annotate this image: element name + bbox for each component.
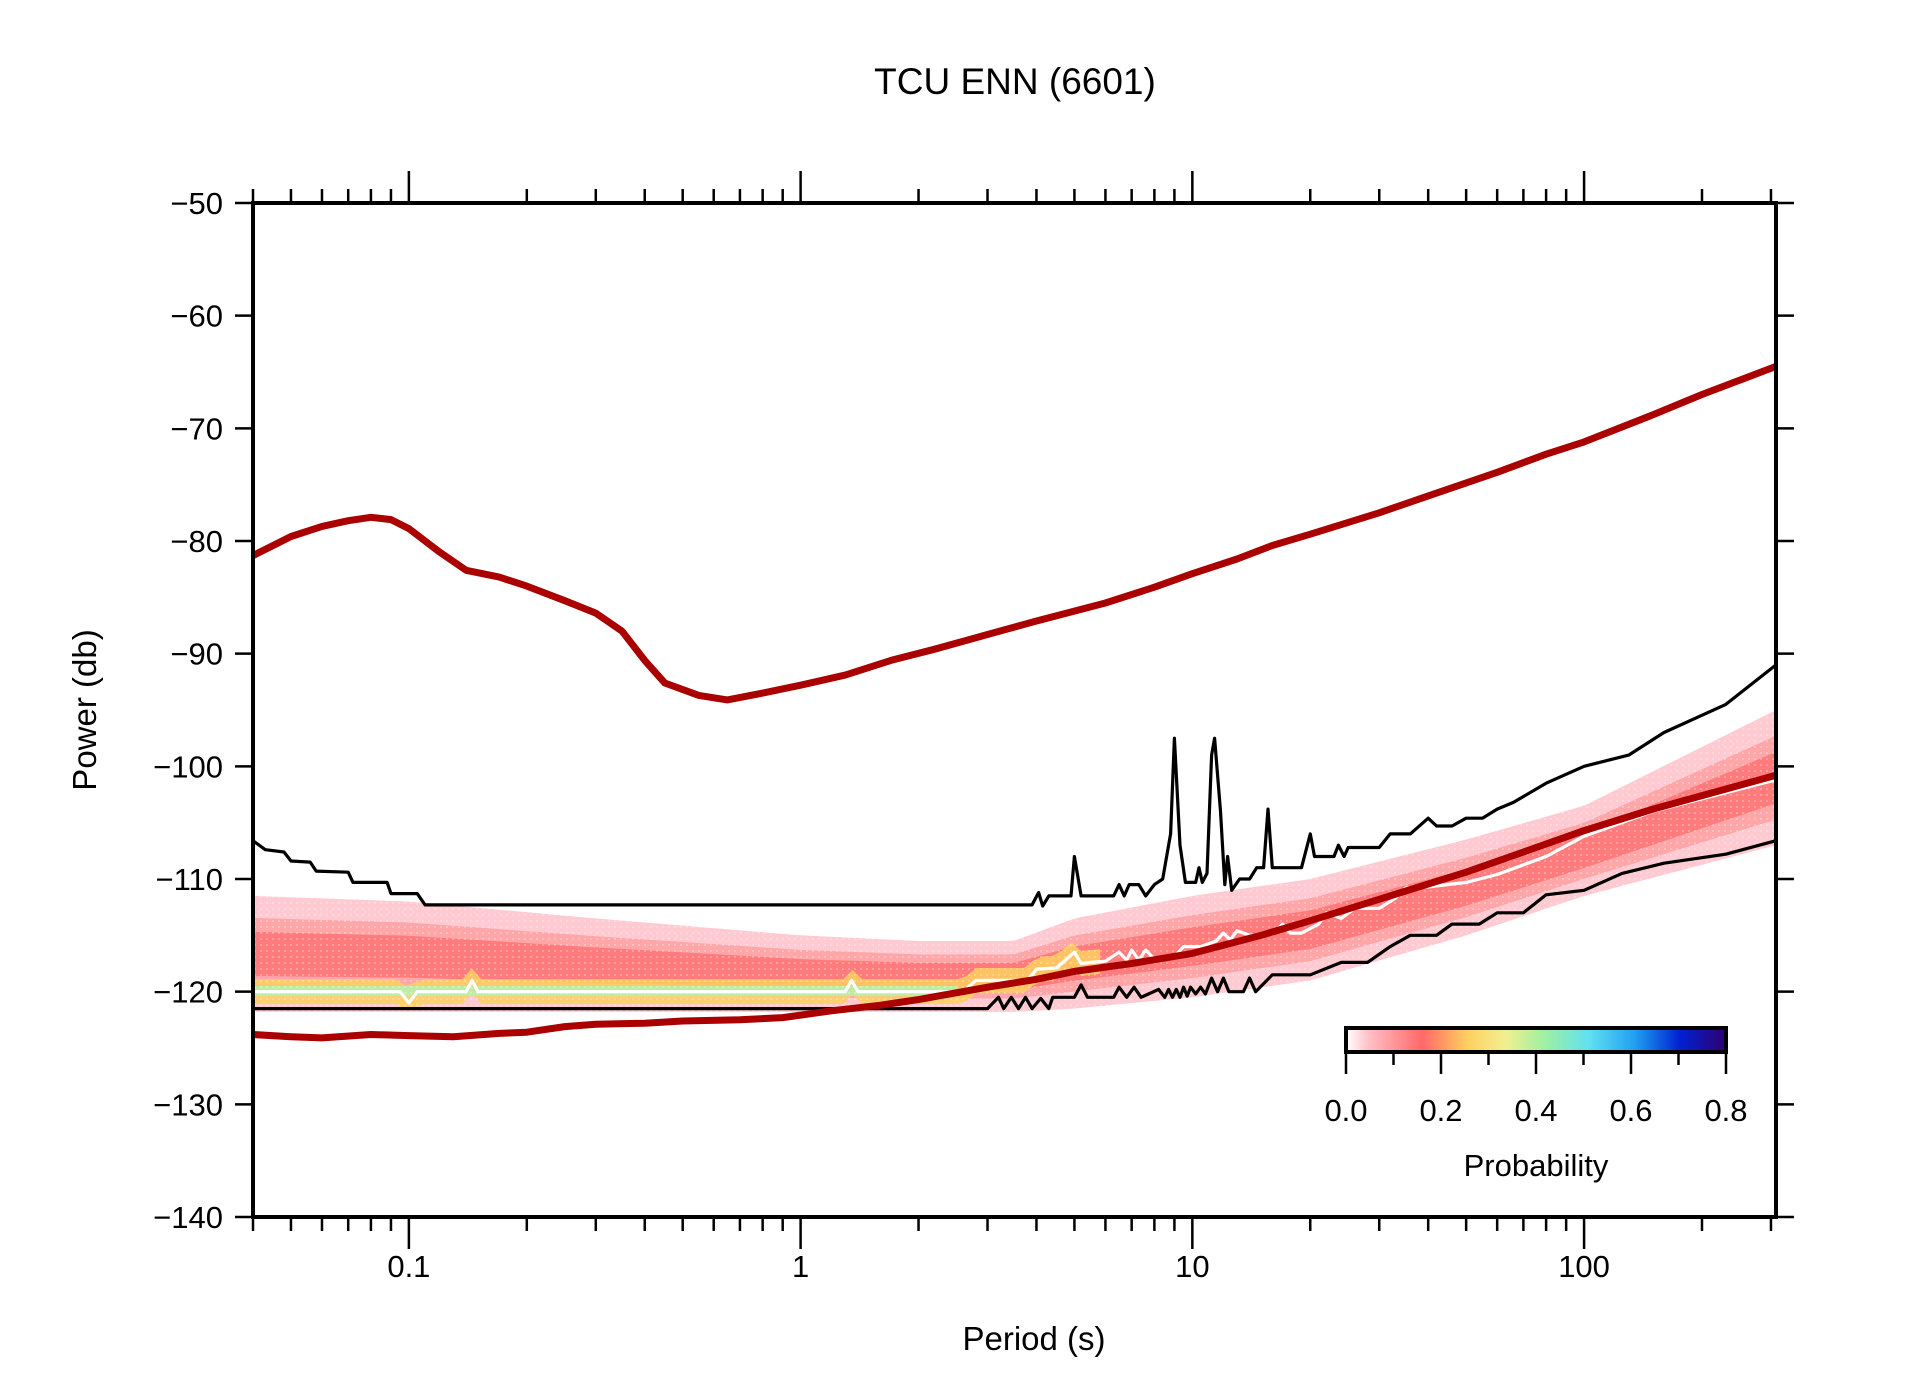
y-tick-label: −130 bbox=[153, 1087, 223, 1122]
chart-title: TCU ENN (6601) bbox=[874, 61, 1156, 102]
colorbar-label: Probability bbox=[1464, 1148, 1609, 1183]
colorbar-tick-label: 0.8 bbox=[1704, 1093, 1747, 1128]
series-layer bbox=[253, 362, 1776, 1042]
y-axis-label: Power (db) bbox=[66, 629, 103, 790]
x-axis: 0.1 1 10 100 bbox=[251, 171, 1773, 1284]
y-tick-label: −110 bbox=[155, 862, 223, 897]
y-tick-label: −50 bbox=[170, 186, 223, 221]
y-tick-label: −140 bbox=[153, 1200, 223, 1235]
y-tick-label: −60 bbox=[170, 299, 223, 334]
x-tick-label: 100 bbox=[1558, 1249, 1610, 1284]
plot-frame bbox=[251, 201, 1778, 1219]
y-axis: −50 −60 −70 −80 −90 −100 −110 −120 −130 −140 bbox=[153, 186, 1794, 1235]
x-tick-label: 10 bbox=[1175, 1249, 1209, 1284]
colorbar-legend: 0.0 0.2 0.4 0.6 0.8 Probability bbox=[1324, 1026, 1748, 1183]
colorbar-tick-label: 0.0 bbox=[1324, 1093, 1367, 1128]
series-new-low-noise-model bbox=[253, 771, 1776, 1042]
series-95th-percentile bbox=[253, 663, 1776, 908]
density-layer bbox=[253, 203, 1776, 1217]
x-tick-label: 1 bbox=[792, 1249, 809, 1284]
x-tick-label: 0.1 bbox=[387, 1249, 430, 1284]
colorbar-ticks: 0.0 0.2 0.4 0.6 0.8 bbox=[1324, 1054, 1748, 1128]
y-tick-label: −100 bbox=[153, 749, 223, 784]
x-axis-label: Period (s) bbox=[962, 1320, 1105, 1357]
series-5th-percentile bbox=[253, 839, 1776, 1011]
colorbar-tick-label: 0.2 bbox=[1419, 1093, 1462, 1128]
density-texture bbox=[253, 203, 1776, 1217]
colorbar-tick-label: 0.4 bbox=[1514, 1093, 1557, 1128]
y-tick-label: −120 bbox=[153, 975, 223, 1010]
y-tick-label: −70 bbox=[170, 411, 223, 446]
y-tick-label: −90 bbox=[170, 637, 223, 672]
y-tick-label: −80 bbox=[170, 524, 223, 559]
series-new-high-noise-model bbox=[253, 362, 1776, 704]
colorbar-gradient bbox=[1344, 1026, 1728, 1054]
colorbar-tick-label: 0.6 bbox=[1609, 1093, 1652, 1128]
